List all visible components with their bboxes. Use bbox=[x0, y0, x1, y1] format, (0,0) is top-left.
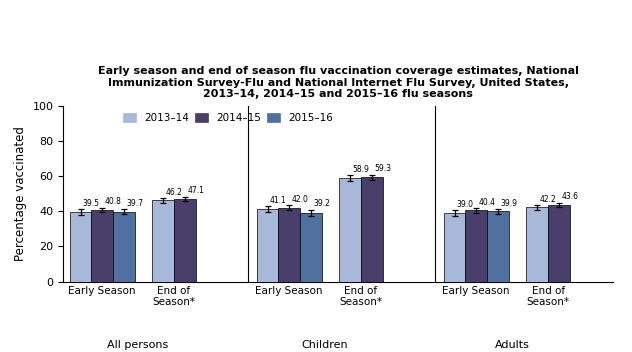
Text: 47.1: 47.1 bbox=[187, 186, 204, 195]
Bar bbox=[113, 212, 135, 282]
Text: 41.1: 41.1 bbox=[270, 196, 287, 205]
Text: 59.3: 59.3 bbox=[374, 164, 391, 174]
Text: 39.9: 39.9 bbox=[500, 199, 517, 208]
Bar bbox=[257, 209, 278, 282]
Bar bbox=[339, 178, 361, 282]
Text: 39.2: 39.2 bbox=[313, 199, 330, 208]
Y-axis label: Percentage vaccinated: Percentage vaccinated bbox=[14, 126, 27, 261]
Text: 39.7: 39.7 bbox=[126, 199, 143, 208]
Bar bbox=[465, 210, 487, 282]
Bar bbox=[174, 199, 196, 282]
Legend: 2013–14, 2014–15, 2015–16: 2013–14, 2014–15, 2015–16 bbox=[123, 113, 333, 123]
Bar bbox=[92, 210, 113, 282]
Text: 40.4: 40.4 bbox=[478, 198, 495, 207]
Bar bbox=[548, 205, 569, 282]
Bar bbox=[70, 212, 92, 282]
Text: All persons: All persons bbox=[107, 340, 169, 350]
Bar bbox=[278, 208, 300, 282]
Bar bbox=[526, 207, 548, 282]
Text: Children: Children bbox=[302, 340, 348, 350]
Text: 39.0: 39.0 bbox=[457, 200, 474, 209]
Text: 39.5: 39.5 bbox=[83, 199, 100, 208]
Text: 46.2: 46.2 bbox=[166, 188, 183, 197]
Text: 40.8: 40.8 bbox=[104, 197, 121, 206]
Bar bbox=[361, 177, 383, 282]
Bar bbox=[444, 213, 465, 282]
Text: 42.2: 42.2 bbox=[540, 195, 556, 203]
Text: 58.9: 58.9 bbox=[353, 164, 370, 174]
Text: 43.6: 43.6 bbox=[561, 192, 578, 201]
Bar bbox=[152, 200, 174, 282]
Bar bbox=[300, 213, 322, 282]
Text: 42.0: 42.0 bbox=[291, 195, 308, 203]
Bar bbox=[487, 211, 509, 282]
Title: Early season and end of season flu vaccination coverage estimates, National
Immu: Early season and end of season flu vacci… bbox=[98, 66, 578, 99]
Text: Adults: Adults bbox=[495, 340, 530, 350]
